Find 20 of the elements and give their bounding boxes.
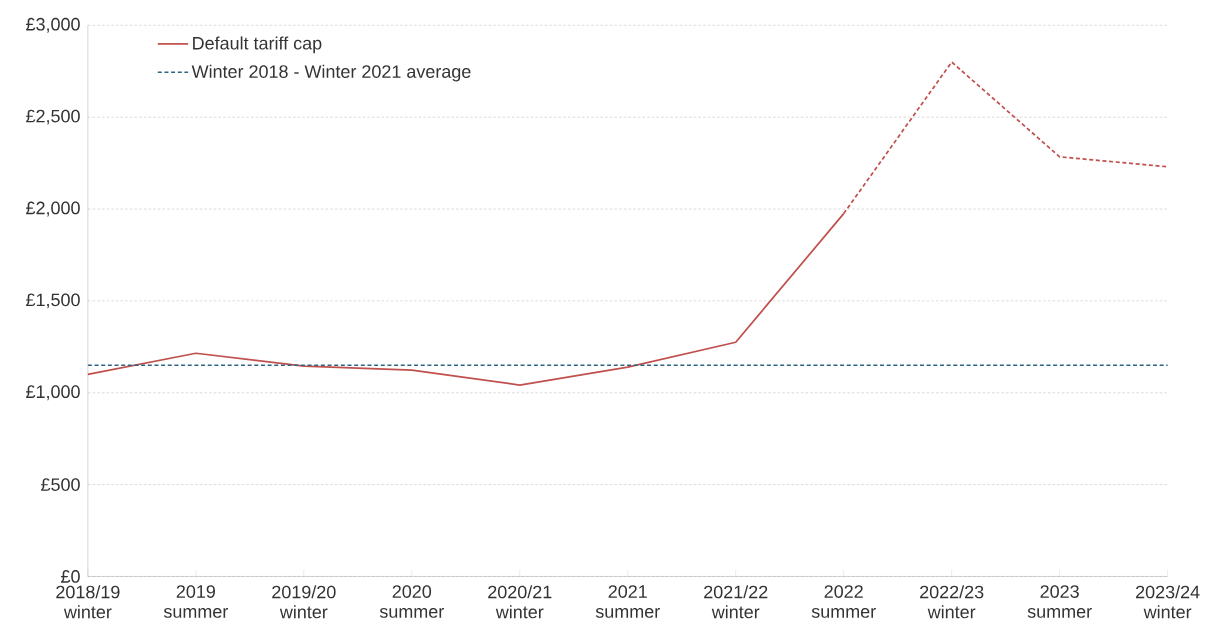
legend-label: Default tariff cap — [193, 36, 322, 54]
x-tick-label: 2019/20 winter — [272, 585, 336, 619]
x-tick-label: 2020 summer — [379, 585, 444, 618]
x-tick-label: 2019 summer — [163, 585, 228, 618]
y-tick-label: £500 — [41, 478, 80, 491]
x-tick-label: 2021/22 winter — [704, 585, 768, 619]
legend-label: Winter 2018 - Winter 2021 average — [191, 64, 471, 82]
y-tick-label: £1,000 — [26, 385, 80, 401]
x-tick-label: 2022 summer — [811, 585, 876, 618]
x-tick-label: 2023 summer — [1027, 585, 1092, 618]
x-tick-label: 2021 summer — [595, 585, 660, 618]
x-tick-label: 2018/19 winter — [56, 585, 120, 619]
x-tick-label: 2023/24 winter — [1136, 585, 1200, 619]
y-tick-label: £3,000 — [26, 17, 80, 33]
y-tick-label: £0 — [61, 570, 80, 583]
y-tick-label: £1,500 — [26, 293, 80, 309]
x-tick-label: 2022/23 winter — [920, 585, 984, 619]
x-tick-label: 2020/21 winter — [488, 585, 552, 619]
y-tick-label: £2,500 — [26, 109, 80, 125]
y-tick-label: £2,000 — [26, 201, 80, 217]
